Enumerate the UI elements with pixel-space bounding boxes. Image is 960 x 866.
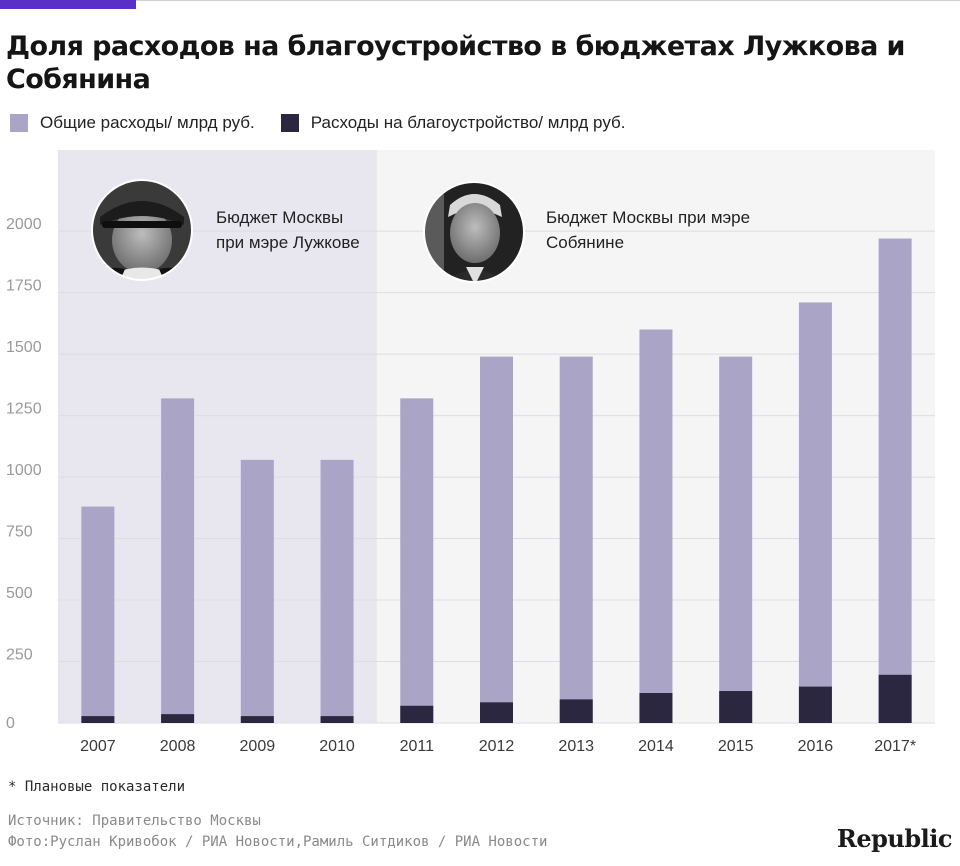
bar-improvement-2011 (400, 705, 434, 723)
y-tick-label: 1000 (6, 462, 42, 479)
source-line: Источник: Правительство Москвы (8, 813, 261, 829)
bar-total-2012 (480, 356, 513, 723)
y-tick-label: 0 (6, 715, 15, 732)
photo-credit-line: Фото:Руслан Кривобок / РИА Новости,Рамил… (8, 834, 548, 850)
bar-total-2013 (559, 356, 593, 723)
legend-swatch-improvement (280, 114, 299, 132)
bar-improvement-2013 (559, 699, 593, 723)
bar-total-2010 (320, 459, 354, 723)
chart-title: Доля расходов на благоустройство в бюдже… (6, 31, 905, 95)
y-tick-label: 250 (6, 647, 33, 664)
period-label-luzhkov-line2: при мэре Лужкове (216, 233, 360, 252)
accent-bar (0, 0, 136, 9)
bar-total-2009 (240, 459, 274, 723)
period-label-luzhkov-line1: Бюджет Москвы (216, 208, 343, 227)
legend-label-improvement: Расходы на благоустройство/ млрд руб. (310, 113, 626, 132)
bar-total-2011 (400, 398, 434, 723)
bar-improvement-2015 (719, 691, 753, 723)
bar-improvement-2010 (320, 716, 354, 723)
period-label-sobyanin-line1: Бюджет Москвы при мэре (546, 208, 750, 227)
y-tick-label: 750 (6, 524, 33, 541)
x-tick-label: 2010 (319, 738, 355, 755)
legend-swatch-total (10, 114, 28, 132)
bar-improvement-2009 (240, 716, 274, 723)
footnote: * Плановые показатели (8, 779, 186, 795)
y-tick-label: 500 (6, 585, 33, 602)
x-tick-label: 2011 (400, 738, 435, 755)
x-tick-label: 2015 (718, 738, 754, 755)
y-tick-label: 1250 (6, 401, 42, 418)
bar-total-2007 (81, 506, 115, 723)
top-rule (136, 0, 960, 1)
x-tick-label: 2012 (479, 738, 515, 755)
legend-item-improvement: Расходы на благоустройство/ млрд руб. (280, 113, 626, 133)
bar-total-2016 (798, 302, 832, 723)
period-label-sobyanin-line2: Собянине (546, 233, 624, 252)
bar-total-2015 (719, 356, 753, 723)
bar-improvement-2017* (878, 674, 912, 723)
x-tick-label: 2016 (798, 738, 834, 755)
legend-label-total: Общие расходы/ млрд руб. (40, 113, 255, 132)
x-tick-label: 2009 (240, 738, 276, 755)
credits: Источник: Правительство Москвы Фото:Русл… (8, 811, 547, 853)
portrait-sobyanin-icon (424, 182, 524, 282)
legend-item-total: Общие расходы/ млрд руб. (10, 113, 255, 133)
y-tick-label: 1500 (6, 339, 42, 356)
bar-chart: Бюджет Москвы при мэре Лужкове Бюджет Мо… (6, 150, 936, 755)
republic-logo: Republic (836, 824, 953, 853)
bar-improvement-2008 (161, 714, 195, 723)
x-tick-label: 2007 (80, 738, 116, 755)
x-tick-label: 2017* (874, 738, 916, 755)
bar-improvement-2014 (639, 692, 673, 723)
y-tick-label: 1750 (6, 278, 42, 295)
legend: Общие расходы/ млрд руб. Расходы на благ… (10, 110, 651, 136)
bar-total-2014 (639, 329, 673, 723)
bar-improvement-2012 (480, 702, 513, 723)
bar-total-2008 (161, 398, 195, 723)
bar-improvement-2016 (798, 686, 832, 723)
x-tick-label: 2013 (558, 738, 594, 755)
x-tick-label: 2008 (160, 738, 196, 755)
y-tick-label: 2000 (6, 216, 42, 233)
x-tick-label: 2014 (638, 738, 674, 755)
bar-total-2017* (878, 238, 912, 723)
bar-improvement-2007 (81, 716, 115, 723)
